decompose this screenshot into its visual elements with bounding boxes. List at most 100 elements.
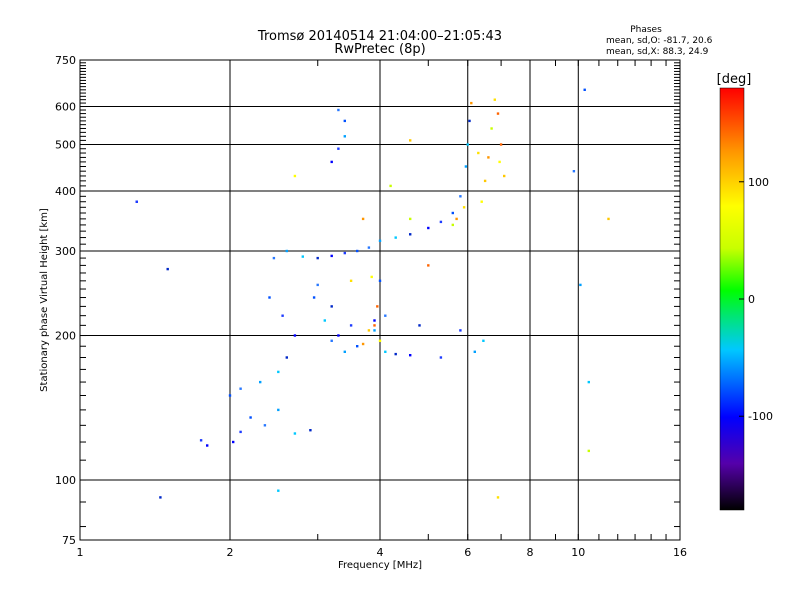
data-point — [498, 160, 501, 164]
data-point — [199, 439, 203, 442]
data-point — [309, 429, 312, 432]
data-point — [496, 496, 500, 499]
chart-subtitle: RwPretec (8p) — [334, 42, 425, 57]
data-point — [373, 329, 376, 332]
y-tick-label: 750 — [55, 54, 76, 67]
data-point — [384, 314, 387, 317]
data-point — [493, 98, 496, 101]
data-point — [427, 264, 430, 267]
data-point — [499, 143, 503, 146]
y-tick-label: 400 — [55, 185, 76, 198]
data-point — [277, 370, 280, 374]
x-tick-label: 4 — [377, 546, 384, 559]
data-point — [367, 246, 371, 249]
colorbar-tick-label: 100 — [748, 176, 769, 189]
data-point — [482, 339, 485, 342]
data-point — [312, 296, 316, 299]
data-point — [373, 324, 376, 327]
data-point — [579, 283, 582, 287]
data-point — [483, 179, 487, 183]
data-point — [285, 356, 288, 359]
data-point — [277, 489, 280, 492]
data-point — [462, 206, 466, 209]
data-point — [293, 432, 297, 435]
data-point — [470, 101, 473, 105]
data-point — [473, 350, 476, 353]
data-point — [343, 119, 346, 123]
data-point — [330, 305, 333, 308]
data-point — [337, 108, 340, 112]
stats-x-mode: mean, sd,X: 88.3, 24.9 — [606, 47, 709, 57]
data-point — [330, 160, 333, 164]
data-point — [259, 380, 262, 384]
data-point — [583, 88, 586, 91]
x-tick-label: 10 — [571, 546, 585, 559]
colorbar-tick-label: -100 — [748, 410, 773, 423]
data-point — [361, 217, 365, 221]
data-point — [468, 119, 471, 123]
stats-o-mode: mean, sd,O: -81.7, 20.6 — [606, 36, 713, 46]
data-point — [587, 449, 590, 453]
x-tick-label: 6 — [464, 546, 471, 559]
data-point — [159, 496, 162, 499]
data-point — [572, 170, 576, 173]
data-point — [343, 350, 346, 353]
data-point — [285, 249, 288, 253]
data-point — [378, 279, 382, 282]
data-point — [384, 350, 387, 353]
y-tick-label: 300 — [55, 245, 76, 258]
data-point — [427, 226, 430, 230]
data-point — [323, 319, 326, 322]
data-point — [361, 342, 365, 346]
stats-title: Phases — [630, 25, 662, 35]
data-point — [316, 256, 319, 260]
data-point — [281, 314, 284, 317]
y-axis-label: Stationary phase Virtual Height [km] — [39, 208, 50, 392]
x-tick-label: 1 — [77, 546, 84, 559]
y-tick-label: 100 — [55, 474, 76, 487]
y-tick-label: 75 — [62, 534, 76, 547]
data-point — [316, 283, 319, 287]
data-point — [232, 440, 235, 444]
data-point — [272, 256, 276, 260]
x-axis: 1 2 4 6 8 10 16 — [77, 60, 687, 559]
chart-title: Tromsø 20140514 21:04:00–21:05:43 — [257, 29, 502, 44]
data-point — [349, 324, 353, 327]
data-point — [409, 139, 412, 142]
data-point — [206, 444, 209, 447]
data-point — [330, 254, 333, 258]
data-point — [477, 151, 480, 155]
data-point — [356, 249, 359, 253]
data-point — [239, 430, 242, 434]
data-point — [378, 239, 382, 242]
data-point — [503, 174, 506, 178]
y-tick-label: 600 — [55, 101, 76, 114]
grid-lines — [80, 60, 680, 540]
data-point — [337, 334, 340, 337]
data-point — [356, 345, 359, 348]
data-point — [373, 319, 376, 322]
data-point — [293, 334, 297, 337]
data-point — [487, 156, 490, 159]
x-tick-label: 8 — [527, 546, 534, 559]
data-point — [451, 223, 454, 227]
data-point — [455, 217, 458, 221]
data-point — [349, 279, 353, 282]
data-point — [301, 255, 304, 258]
data-point — [480, 200, 483, 203]
data-point — [459, 329, 462, 332]
data-point — [409, 217, 412, 221]
data-point — [268, 296, 271, 299]
data-point — [439, 356, 443, 359]
x-tick-label: 16 — [673, 546, 687, 559]
data-point — [607, 217, 610, 221]
data-point — [343, 251, 346, 255]
data-point — [330, 339, 333, 342]
data-point — [394, 352, 397, 356]
data-point — [293, 174, 297, 178]
data-point — [587, 380, 590, 384]
y-tick-label: 500 — [55, 139, 76, 152]
x-axis-label: Frequency [MHz] — [338, 560, 422, 571]
data-point — [409, 354, 412, 357]
